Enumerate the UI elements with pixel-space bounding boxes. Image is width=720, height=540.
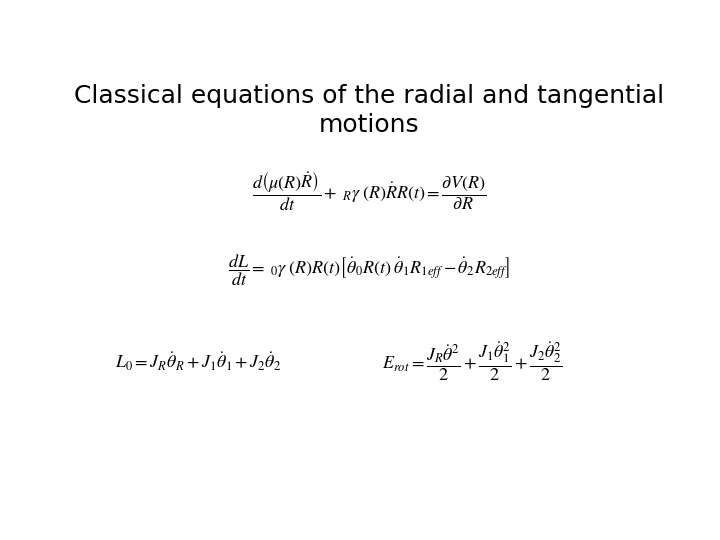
Text: $\dfrac{dL}{dt} = \;_{0}\gamma\;(R)R(t)\left[\dot{\theta}_{0}R(t)\;\dot{\theta}_: $\dfrac{dL}{dt} = \;_{0}\gamma\;(R)R(t)\… [228,253,510,288]
Text: Classical equations of the radial and tangential: Classical equations of the radial and ta… [74,84,664,108]
Text: $E_{rot} = \dfrac{J_R\dot{\theta}^2}{2} + \dfrac{J_1\dot{\theta}_1^2}{2} + \dfra: $E_{rot} = \dfrac{J_R\dot{\theta}^2}{2} … [382,341,562,383]
Text: motions: motions [319,113,419,137]
Text: $\dfrac{d\left(\mu(R)\dot{R}\right)}{dt} + \;_{R}\gamma\;(R)\dot{R}R(t) = \dfrac: $\dfrac{d\left(\mu(R)\dot{R}\right)}{dt}… [252,170,486,213]
Text: $L_0 = J_R\dot{\theta}_R + J_1\dot{\theta}_1+J_2\dot{\theta}_2$: $L_0 = J_R\dot{\theta}_R + J_1\dot{\thet… [115,351,282,373]
